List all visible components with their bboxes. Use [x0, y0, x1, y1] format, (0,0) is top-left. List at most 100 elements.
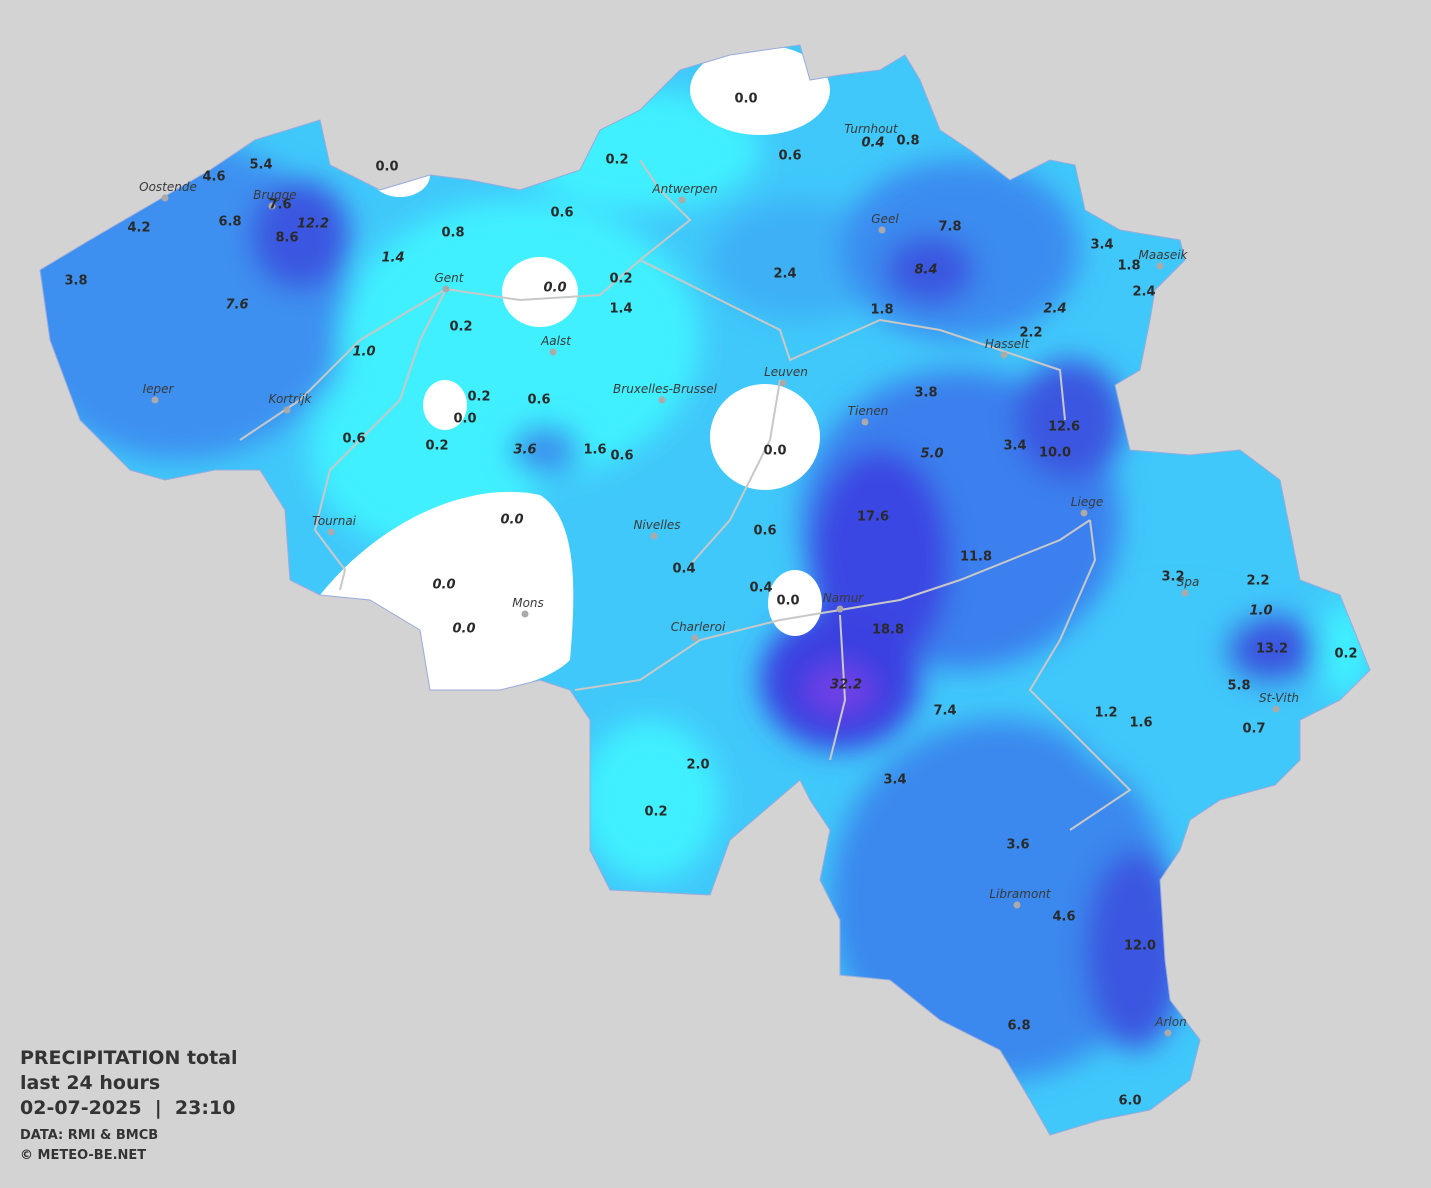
city-dot [691, 634, 699, 642]
city-dot [1013, 901, 1021, 909]
city-dot [779, 379, 787, 387]
station-reading: 0.0 [776, 594, 799, 609]
city-dot [1164, 1029, 1172, 1037]
station-reading: 0.6 [342, 432, 365, 447]
station-reading: 1.6 [1129, 716, 1152, 731]
city-label: Ieper [143, 382, 175, 396]
city-label: Maaseik [1139, 248, 1189, 262]
city-label: Arlon [1154, 1015, 1186, 1029]
station-reading: 1.4 [609, 302, 632, 317]
station-reading: 12.0 [1124, 939, 1156, 954]
city-label: Oostende [139, 180, 197, 194]
station-reading: 0.0 [453, 412, 476, 427]
station-reading: 17.6 [857, 510, 889, 525]
station-reading: 0.0 [432, 578, 455, 593]
station-reading: 0.2 [605, 153, 628, 168]
station-reading: 10.0 [1039, 446, 1071, 461]
station-reading: 3.8 [64, 274, 87, 289]
station-reading: 4.2 [127, 221, 150, 236]
station-reading: 0.2 [644, 805, 667, 820]
city-label: Brugge [253, 188, 296, 202]
station-reading: 3.4 [1090, 238, 1113, 253]
city-dot [861, 418, 869, 426]
station-reading: 0.0 [452, 622, 475, 637]
station-reading: 0.7 [1242, 722, 1265, 737]
station-reading: 8.6 [275, 231, 298, 246]
station-reading: 0.8 [441, 226, 464, 241]
city-label: Charleroi [671, 620, 726, 634]
legend-datetime: 02-07-2025 | 23:10 [20, 1097, 235, 1119]
city-label: Libramont [989, 887, 1052, 901]
station-reading: 5.8 [1227, 679, 1250, 694]
legend-period: last 24 hours [20, 1072, 160, 1094]
station-reading: 18.8 [872, 623, 904, 638]
city-dot [658, 396, 666, 404]
station-reading: 4.6 [1052, 910, 1075, 925]
station-reading: 6.0 [1118, 1094, 1141, 1109]
station-reading: 1.8 [870, 303, 893, 318]
station-reading: 0.0 [763, 444, 786, 459]
city-dot [1080, 509, 1088, 517]
station-reading: 0.2 [467, 390, 490, 405]
city-dot [549, 348, 557, 356]
station-reading: 3.2 [1161, 570, 1184, 585]
city-label: Bruxelles-Brussel [613, 382, 718, 396]
city-label: Tournai [312, 514, 357, 528]
city-label: Liege [1071, 495, 1103, 509]
station-reading: 0.6 [610, 449, 633, 464]
city-label: Kortrijk [269, 392, 313, 406]
city-label: Hasselt [985, 337, 1031, 351]
legend-copyright: © METEO-BE.NET [20, 1148, 146, 1163]
city-label: Spa [1177, 575, 1200, 589]
station-reading: 5.4 [249, 158, 272, 173]
city-dot [678, 196, 686, 204]
city-dot [878, 226, 886, 234]
station-reading: 1.0 [1249, 604, 1272, 619]
station-reading: 0.6 [778, 149, 801, 164]
station-reading: 0.4 [861, 136, 884, 151]
legend-source: DATA: RMI & BMCB [20, 1128, 158, 1143]
station-reading: 0.0 [375, 160, 398, 175]
city-dot [650, 532, 658, 540]
city-label: Namur [823, 591, 865, 605]
city-dot [442, 285, 450, 293]
city-dot [1181, 589, 1189, 597]
city-dot [268, 202, 276, 210]
station-reading: 7.8 [938, 220, 961, 235]
station-reading: 0.0 [500, 513, 523, 528]
station-reading: 0.2 [609, 272, 632, 287]
station-reading: 0.2 [449, 320, 472, 335]
station-reading: 3.4 [883, 773, 906, 788]
station-reading: 1.8 [1117, 259, 1140, 274]
station-reading: 12.6 [1048, 420, 1080, 435]
station-reading: 0.6 [753, 524, 776, 539]
rivers [239, 159, 1132, 831]
station-reading: 3.4 [1003, 439, 1026, 454]
city-dot [327, 528, 335, 536]
station-reading: 0.6 [527, 393, 550, 408]
city-label: Antwerpen [651, 182, 717, 196]
station-reading: 1.6 [583, 443, 606, 458]
city-dot [1000, 351, 1008, 359]
station-reading: 0.8 [896, 134, 919, 149]
station-reading: 2.2 [1246, 574, 1269, 589]
station-reading: 0.0 [734, 92, 757, 107]
station-reading: 2.2 [1019, 326, 1042, 341]
station-reading: 2.4 [773, 267, 796, 282]
city-dot [1272, 705, 1280, 713]
city-label: Tienen [848, 404, 889, 418]
station-reading: 1.4 [381, 251, 404, 266]
station-reading: 12.2 [297, 217, 329, 232]
station-reading: 0.6 [550, 206, 573, 221]
city-label: Turnhout [844, 122, 899, 136]
station-reading: 7.4 [933, 704, 956, 719]
station-reading: 7.6 [268, 198, 291, 213]
city-label: St-Vith [1259, 691, 1299, 705]
station-reading: 0.0 [543, 281, 566, 296]
station-reading: 3.6 [513, 443, 536, 458]
station-reading: 7.6 [225, 298, 248, 313]
city-dot [521, 610, 529, 618]
station-reading: 5.0 [920, 447, 943, 462]
city-label: Gent [435, 271, 465, 285]
